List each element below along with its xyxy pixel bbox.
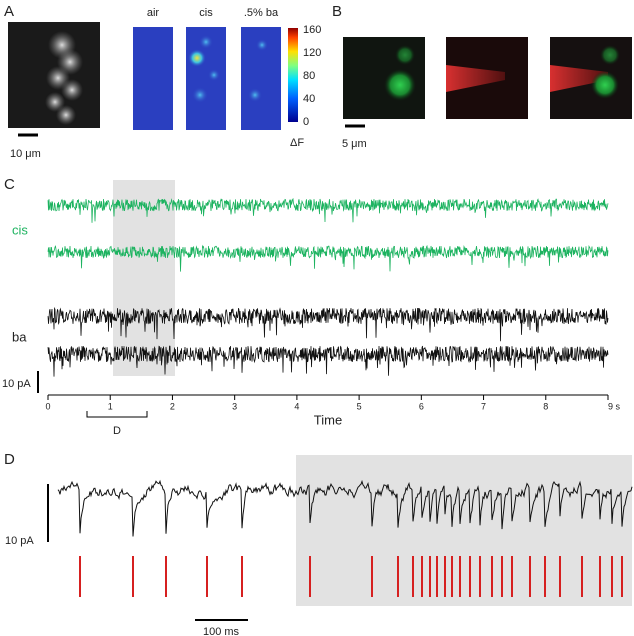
current-trace: [57, 479, 633, 537]
panel-label: D: [4, 451, 15, 468]
condition-label: .5% ba: [244, 7, 279, 19]
condition-label: air: [147, 7, 160, 19]
heatmap-air: [133, 27, 173, 130]
heatmap-cis: [186, 27, 226, 130]
current-trace: [47, 244, 609, 272]
tick-label: 6: [419, 401, 424, 411]
colorbar-tick-label: 0: [303, 116, 309, 128]
stimulus-window: [113, 180, 175, 376]
tick-label: 7: [481, 401, 486, 411]
tick-label: 3: [232, 401, 237, 411]
current-trace: [47, 197, 609, 223]
heatmap-ba: [241, 27, 281, 130]
tick-label: 0: [45, 401, 50, 411]
colorbar-label: ΔF: [290, 137, 304, 149]
colorbar-tick-label: 120: [303, 47, 321, 59]
trace-label: cis: [12, 222, 28, 237]
current-trace: [47, 345, 609, 377]
stimulus-window: [296, 455, 632, 606]
axis-title: Time: [314, 412, 342, 427]
colorbar-tick-label: 160: [303, 24, 321, 36]
colorbar: [288, 28, 298, 122]
bracket-label: D: [113, 425, 121, 437]
grayscale-image: [8, 22, 100, 128]
colorbar-tick-label: 40: [303, 93, 315, 105]
scale-bar-label: 100 ms: [203, 626, 240, 636]
tick-label: 1: [108, 401, 113, 411]
green-image: [343, 37, 425, 119]
trace-label: ba: [12, 329, 27, 344]
merged-image: [550, 37, 632, 119]
scale-bar-label: 5 μm: [342, 138, 367, 150]
condition-label: cis: [199, 7, 213, 19]
tick-label: 9 s: [608, 401, 621, 411]
panel-label: B: [332, 3, 342, 20]
bracket: [86, 411, 148, 418]
scale-bar-label: 10 μm: [10, 148, 41, 160]
current-trace: [47, 306, 609, 342]
colorbar-tick-label: 80: [303, 70, 315, 82]
tick-label: 4: [294, 401, 299, 411]
scale-bar-label: 10 pA: [5, 535, 34, 547]
scale-bar-label: 10 pA: [2, 378, 31, 390]
panel-label: A: [4, 3, 14, 20]
tick-label: 8: [543, 401, 548, 411]
tick-label: 2: [170, 401, 175, 411]
red-image: [446, 37, 528, 119]
panel-label: C: [4, 176, 15, 193]
tick-label: 5: [357, 401, 362, 411]
